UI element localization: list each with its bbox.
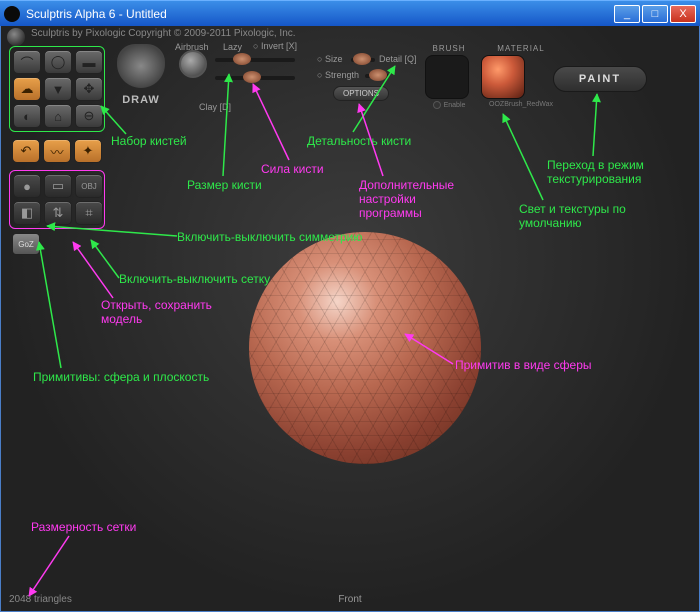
ann-brush-detail: Детальность кисти	[307, 134, 411, 148]
options-button[interactable]: OPTIONS	[333, 86, 389, 101]
brush-heading: BRUSH	[425, 44, 473, 53]
header-panel: Airbrush Lazy ○ Invert [X] DRAW Clay [D]…	[113, 44, 691, 120]
airbrush-block	[175, 44, 211, 78]
tool-sphere-prim[interactable]: ●	[13, 174, 41, 198]
material-name: OOZBrush_RedWax	[481, 101, 561, 108]
tool-plane-prim[interactable]: ▭	[44, 174, 72, 198]
sphere-primitive[interactable]	[249, 232, 481, 464]
window-titlebar: Sculptris Alpha 6 - Untitled _ □ X	[0, 0, 700, 26]
detail-label: Detail [Q]	[379, 54, 417, 64]
enable-label[interactable]: Enable	[425, 101, 473, 109]
strength-slider[interactable]	[365, 74, 389, 78]
ann-brush-set: Набор кистей	[111, 134, 187, 148]
tool-grab[interactable]: ✥	[75, 77, 103, 101]
ann-brush-strength: Сила кисти	[261, 162, 324, 176]
material-swatch[interactable]	[481, 55, 525, 99]
sculptris-logo-icon	[7, 28, 25, 46]
tool-pinch[interactable]: ⌂	[44, 104, 72, 128]
tool-save[interactable]: ⇅	[44, 201, 72, 225]
tool-reduce-sel[interactable]: 〰	[43, 139, 71, 163]
lazy-label: Lazy	[223, 42, 242, 52]
modifier-tools-group: ↶ 〰 ✦	[9, 136, 105, 166]
ann-mesh-dim: Размерность сетки	[31, 520, 136, 534]
ann-symmetry: Включить-выключить симметрию	[177, 230, 362, 244]
clay-label: Clay [D]	[199, 102, 231, 112]
draw-mode-block: DRAW	[113, 44, 169, 106]
material-heading: MATERIAL	[481, 44, 561, 53]
tool-flatten[interactable]: ▼	[44, 77, 72, 101]
invert-label: ○ Invert [X]	[253, 41, 297, 51]
tool-crease[interactable]: ⌒	[13, 50, 41, 74]
ann-primitives: Примитивы: сфера и плоскость	[33, 370, 209, 384]
ann-default-light: Свет и текстуры по умолчанию	[519, 202, 626, 230]
draw-label: DRAW	[113, 94, 169, 106]
tool-rotate[interactable]: ◯	[44, 50, 72, 74]
ann-extra-settings: Дополнительные настройки программы	[359, 178, 454, 220]
tool-draw[interactable]: ☁	[13, 77, 41, 101]
brush-swatch[interactable]	[425, 55, 469, 99]
size-slider[interactable]	[351, 58, 375, 62]
strength-label: ○ Strength	[317, 70, 359, 80]
close-button[interactable]: X	[670, 5, 696, 23]
ann-brush-size: Размер кисти	[187, 178, 262, 192]
app-viewport: Sculptris by Pixologic Copyright © 2009-…	[0, 26, 700, 612]
ann-open-save: Открыть, сохранить модель	[101, 298, 212, 326]
lazy-slider-2[interactable]	[215, 76, 295, 80]
size-label: ○ Size	[317, 54, 342, 64]
tool-scale[interactable]: ▬	[75, 50, 103, 74]
tool-import[interactable]: OBJ	[75, 174, 103, 198]
tool-mask[interactable]: ✦	[74, 139, 102, 163]
lazy-slider[interactable]	[215, 58, 295, 62]
tool-symmetry[interactable]: ◧	[13, 201, 41, 225]
tool-wireframe[interactable]: ⌗	[75, 201, 103, 225]
airbrush-toggle-icon[interactable]	[179, 50, 207, 78]
ann-sphere-primitive: Примитив в виде сферы	[455, 358, 592, 372]
material-swatch-block: MATERIAL OOZBrush_RedWax	[481, 44, 561, 108]
minimize-button[interactable]: _	[614, 5, 640, 23]
goz-button[interactable]: GoZ	[12, 233, 40, 255]
window-title: Sculptris Alpha 6 - Untitled	[26, 7, 614, 21]
ann-grid-toggle: Включить-выключить сетку	[119, 272, 270, 286]
tool-inflate[interactable]: ◐	[13, 104, 41, 128]
brush-swatch-block: BRUSH Enable	[425, 44, 473, 109]
window-buttons: _ □ X	[614, 5, 696, 23]
paint-mode-button[interactable]: PAINT	[553, 66, 647, 92]
draw-mode-icon[interactable]	[117, 44, 165, 88]
triangle-count: 2048 triangles	[9, 594, 72, 605]
enable-dot-icon	[433, 101, 441, 109]
brush-tools-group: ⌒ ◯ ▬ ☁ ▼ ✥ ◐ ⌂ ⊖	[9, 46, 105, 132]
toolbox: ⌒ ◯ ▬ ☁ ▼ ✥ ◐ ⌂ ⊖ ↶ 〰 ✦ ● ▭ OBJ ◧ ⇅ ⌗ Go…	[9, 46, 105, 255]
maximize-button[interactable]: □	[642, 5, 668, 23]
tool-smooth[interactable]: ⊖	[75, 104, 103, 128]
scene-tools-group: ● ▭ OBJ ◧ ⇅ ⌗	[9, 170, 105, 229]
tool-reduce-brush[interactable]: ↶	[12, 139, 40, 163]
view-label: Front	[338, 594, 361, 605]
copyright-text: Sculptris by Pixologic Copyright © 2009-…	[31, 28, 296, 39]
ann-paint-mode: Переход в режим текстурирования	[547, 158, 644, 186]
app-icon	[4, 6, 20, 22]
